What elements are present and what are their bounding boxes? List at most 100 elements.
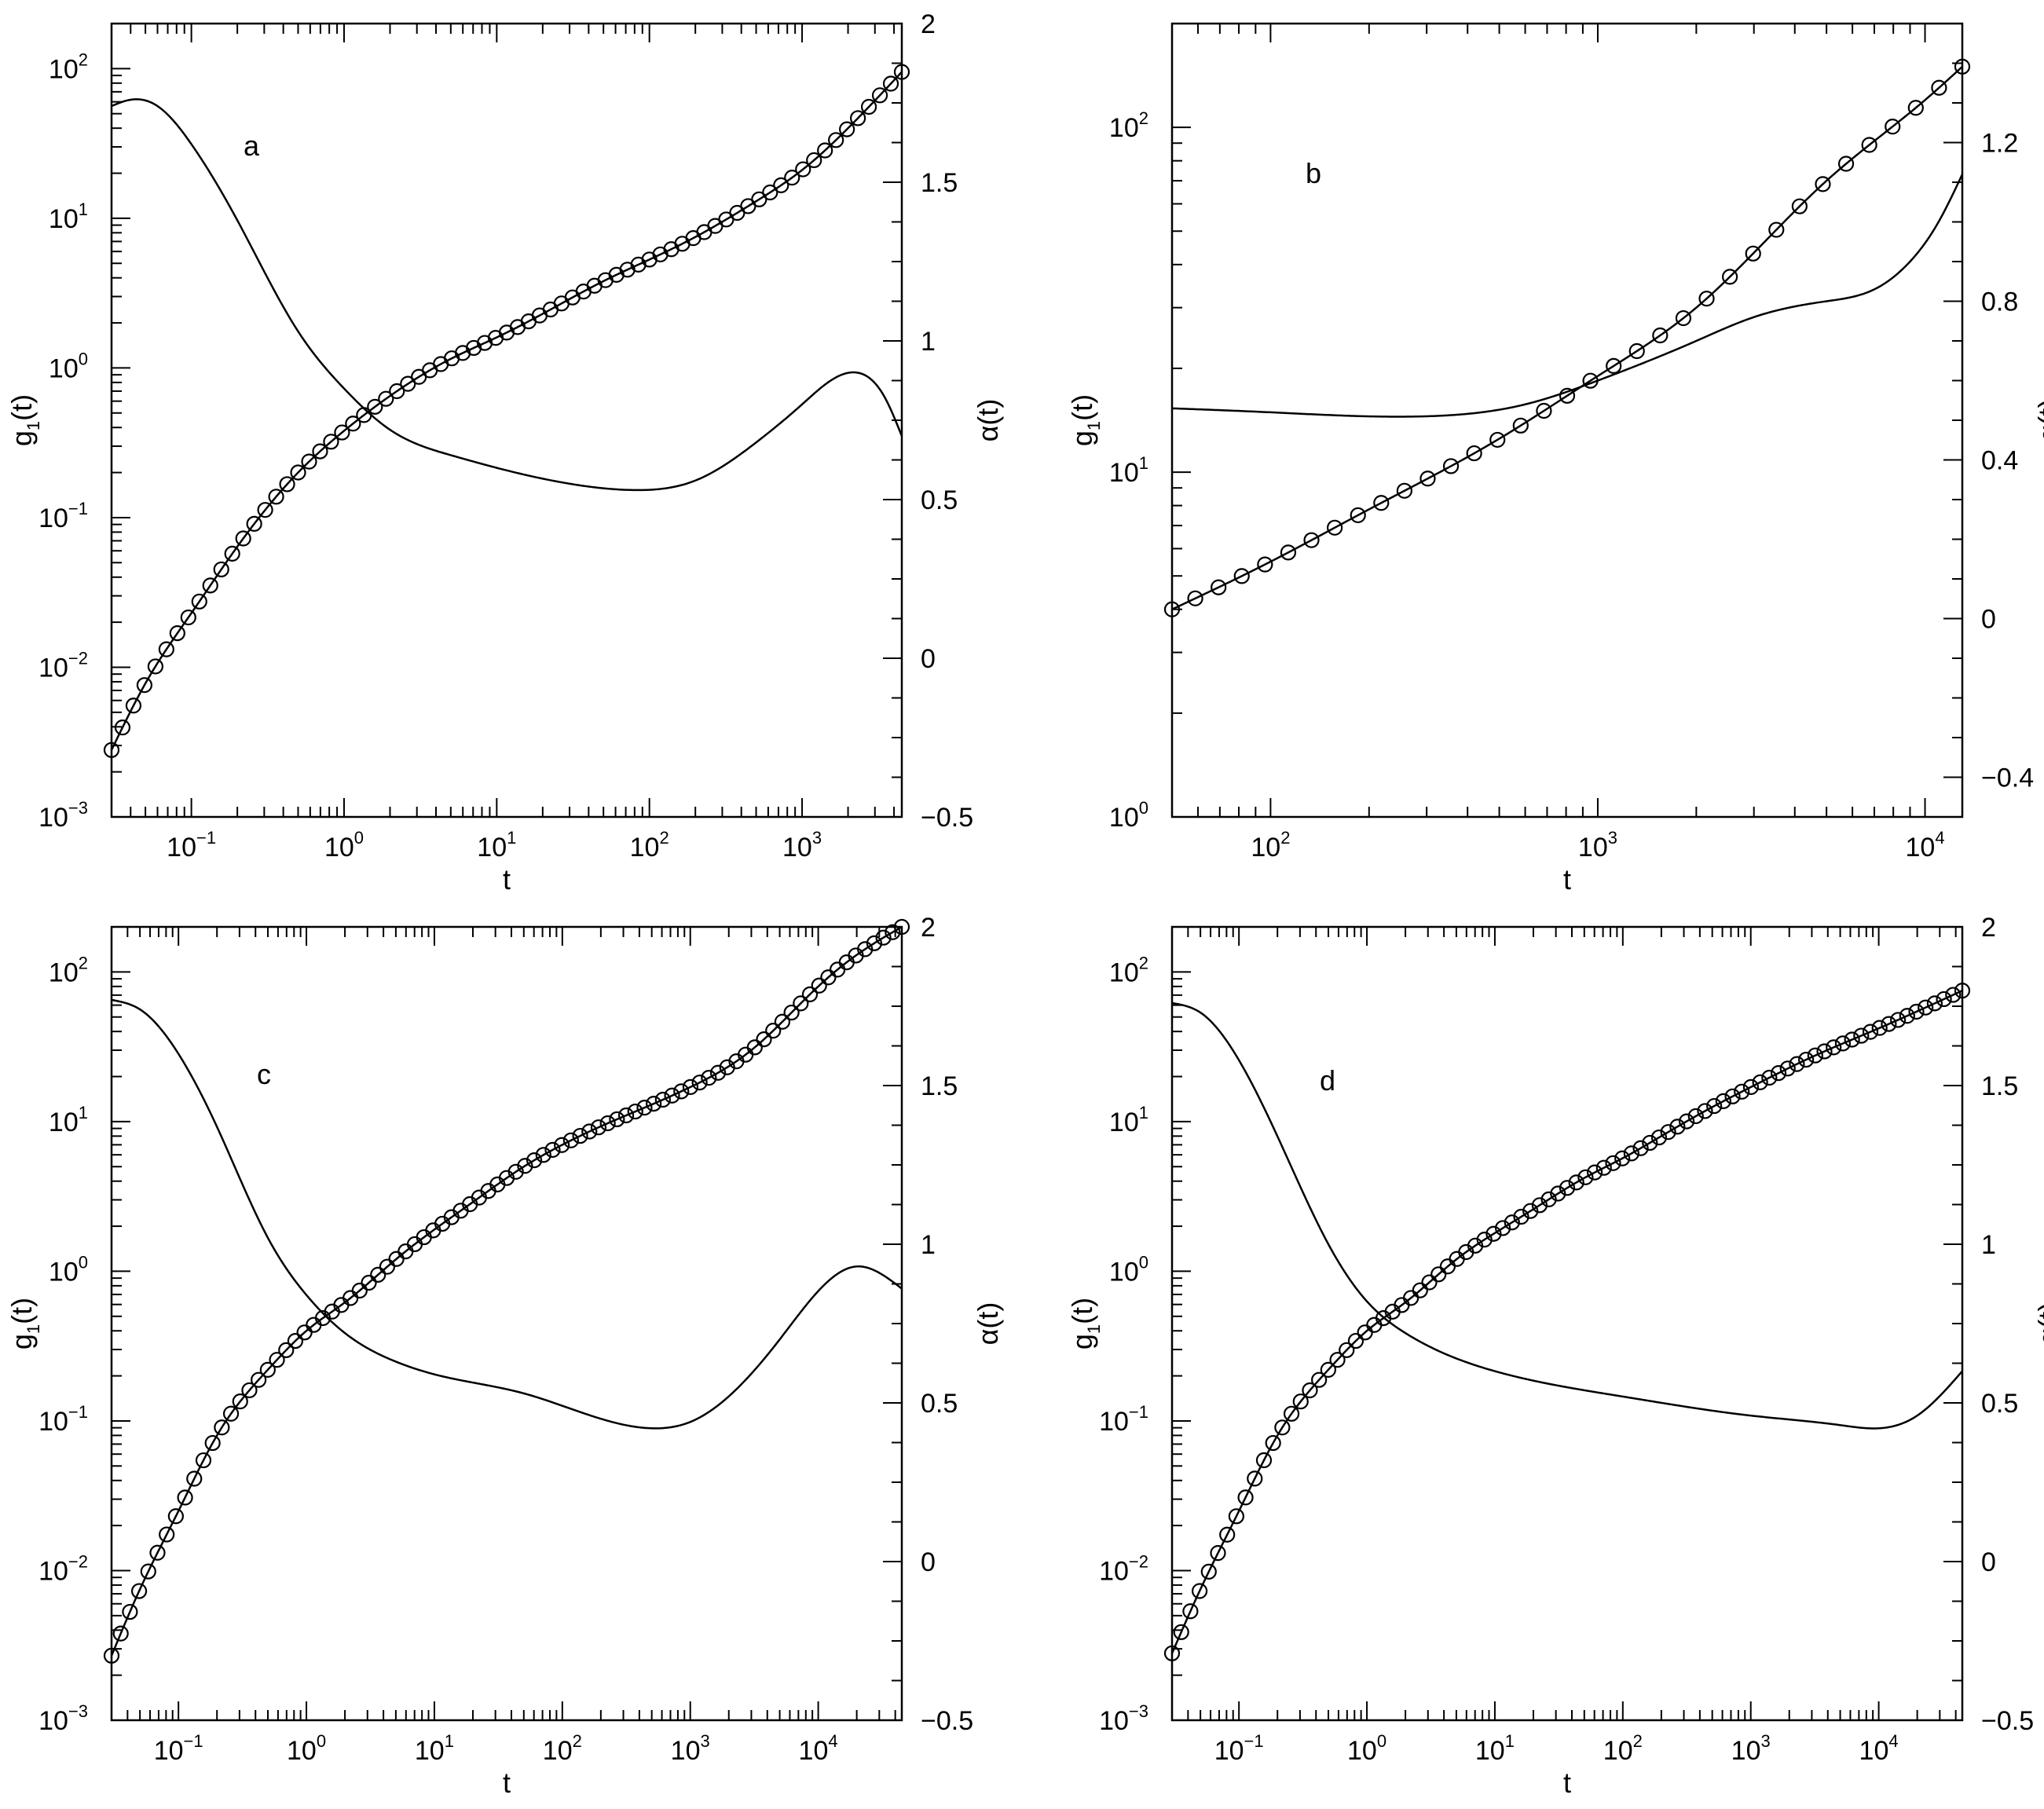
y-left-tick-label: 10−1 [38, 499, 88, 533]
data-point [1350, 507, 1366, 524]
data-point [1675, 309, 1692, 327]
data-point [1568, 1174, 1584, 1191]
data-point [609, 1111, 625, 1128]
data-point [1816, 1043, 1833, 1060]
data-point [1559, 387, 1576, 404]
axis-ticks [111, 926, 902, 1721]
y-left-tick-label: 100 [1109, 1252, 1148, 1287]
series-alpha [1171, 174, 1964, 418]
data-point [1899, 1008, 1915, 1024]
data-point [367, 398, 383, 415]
data-point [213, 561, 229, 578]
data-point [269, 1352, 285, 1368]
data-point [746, 1039, 763, 1056]
data-point [1495, 1220, 1511, 1236]
data-point [1292, 1393, 1309, 1410]
data-point [400, 375, 416, 392]
data-point [1687, 1108, 1704, 1125]
data-point [762, 184, 778, 201]
data-point [860, 98, 877, 115]
x-tick-label: 103 [1578, 828, 1617, 862]
data-point [806, 152, 822, 169]
data-point [278, 1342, 295, 1358]
data-point [1373, 495, 1390, 511]
data-point [1200, 1563, 1217, 1580]
y-left-tick-label: 102 [49, 49, 88, 84]
y-right-tick-label: −0.5 [921, 803, 973, 833]
y-left-axis-label: g1(t) [1066, 394, 1104, 446]
data-point [1844, 1031, 1860, 1048]
data-point [1945, 987, 1962, 1003]
x-tick-label: 104 [799, 1731, 838, 1766]
data-point [1466, 445, 1482, 462]
data-point [167, 1508, 184, 1525]
panel-label: b [1306, 157, 1321, 189]
y-right-tick-label: 1.5 [1981, 1071, 2018, 1101]
data-point [1862, 1024, 1879, 1040]
y-right-tick-label: 0 [1981, 1547, 1996, 1577]
x-axis-label: t [1563, 863, 1571, 895]
data-point [1191, 1583, 1208, 1599]
data-point [1512, 417, 1529, 434]
data-point [1163, 601, 1181, 617]
data-point [1908, 1003, 1925, 1020]
panel-label: d [1320, 1064, 1335, 1097]
data-point [709, 1064, 727, 1081]
series-g1 [103, 918, 910, 1664]
data-point [1768, 222, 1785, 238]
data-point [1652, 327, 1669, 344]
data-point [1791, 198, 1808, 214]
y-right-tick-label: 0 [1981, 605, 1996, 635]
data-point [180, 609, 196, 626]
y-left-tick-label: 10−1 [38, 1402, 88, 1437]
data-point [1834, 1035, 1852, 1052]
data-point [1871, 1020, 1888, 1036]
data-point [159, 1526, 175, 1543]
y-left-tick-label: 10−3 [1099, 1701, 1148, 1736]
data-point [1606, 357, 1622, 375]
data-point [1489, 431, 1506, 449]
data-point [1954, 983, 1971, 999]
data-point [701, 1070, 717, 1086]
data-point [1442, 458, 1460, 474]
data-point [765, 1023, 782, 1039]
data-point [1881, 1016, 1897, 1032]
data-point [1861, 137, 1877, 153]
plot-frame [110, 925, 903, 1722]
data-point [186, 1470, 203, 1487]
data-point [1228, 1508, 1244, 1525]
data-point [1734, 1083, 1750, 1100]
y-right-tick-label: −0.5 [1981, 1706, 2034, 1736]
panel-b: 102 103 104 100 101 102 −0.4 0 0.4 0.8 1.2 t g1(t) α(… [1066, 22, 2044, 895]
y-right-tick-label: 2 [1981, 913, 1996, 943]
y-right-axis-label: α(t) [972, 399, 1004, 442]
series-alpha [111, 998, 903, 1430]
data-point [875, 929, 892, 946]
data-point [1752, 1074, 1768, 1091]
data-point [1485, 1225, 1502, 1242]
data-point [820, 969, 837, 986]
y-right-tick-label: 0 [921, 644, 936, 674]
y-right-axis-label: α(t) [2032, 399, 2044, 442]
data-point [259, 1361, 276, 1378]
data-point [224, 545, 240, 562]
data-point [1280, 544, 1297, 561]
axis-ticks [1171, 926, 1962, 1721]
x-tick-label: 10−1 [167, 828, 216, 862]
data-point [664, 1087, 680, 1104]
data-point [535, 1147, 551, 1163]
data-point [517, 1158, 533, 1174]
data-point [370, 1266, 386, 1283]
data-point [1650, 1129, 1668, 1146]
series-g1 [1163, 58, 1971, 617]
y-right-tick-label: −0.5 [921, 1706, 973, 1736]
data-point [1595, 1159, 1612, 1176]
y-left-tick-label: 10−3 [38, 798, 88, 833]
data-point [1918, 999, 1934, 1016]
data-point [1614, 1150, 1631, 1166]
data-point [1311, 1371, 1328, 1388]
data-point [1706, 1097, 1723, 1115]
y-right-tick-label: 1.5 [921, 168, 958, 198]
data-point [1698, 291, 1715, 307]
data-point [1770, 1064, 1787, 1082]
